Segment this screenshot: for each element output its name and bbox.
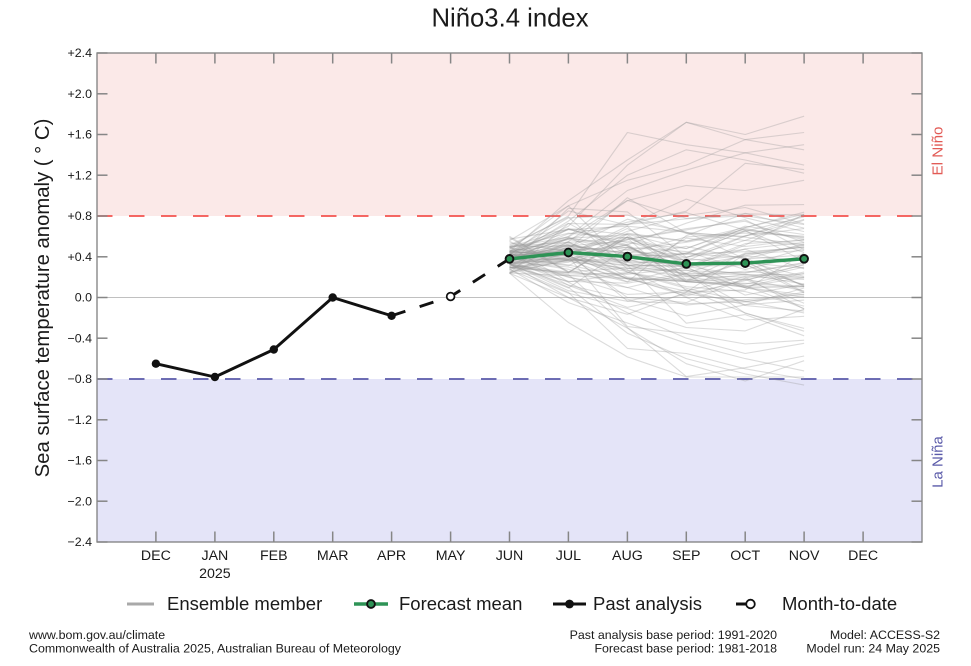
svg-text:−1.2: −1.2 (68, 413, 93, 427)
svg-text:SEP: SEP (672, 548, 700, 564)
svg-text:−0.8: −0.8 (68, 372, 93, 386)
svg-text:JUN: JUN (496, 548, 524, 564)
svg-text:MAR: MAR (317, 548, 349, 564)
svg-text:FEB: FEB (260, 548, 288, 564)
svg-text:−1.6: −1.6 (68, 454, 93, 468)
svg-text:www.bom.gov.au/climate: www.bom.gov.au/climate (28, 628, 165, 642)
svg-text:DEC: DEC (848, 548, 878, 564)
svg-text:JAN: JAN (201, 548, 228, 564)
svg-text:El Niño: El Niño (930, 127, 947, 176)
svg-text:Model: ACCESS-S2: Model: ACCESS-S2 (830, 628, 940, 642)
svg-text:APR: APR (377, 548, 406, 564)
svg-text:MAY: MAY (436, 548, 466, 564)
svg-text:JUL: JUL (556, 548, 581, 564)
svg-text:Niño3.4 index: Niño3.4 index (431, 5, 588, 33)
svg-text:Forecast base period: 1981-201: Forecast base period: 1981-2018 (594, 642, 777, 656)
svg-text:+2.0: +2.0 (68, 87, 93, 101)
svg-text:Commonwealth of Australia 2025: Commonwealth of Australia 2025, Australi… (29, 642, 402, 656)
svg-text:+2.4: +2.4 (68, 46, 93, 60)
svg-text:+0.4: +0.4 (68, 250, 93, 264)
svg-text:0.0: 0.0 (75, 291, 92, 305)
svg-text:NOV: NOV (789, 548, 820, 564)
svg-text:OCT: OCT (730, 548, 760, 564)
svg-text:Sea surface temperature anomal: Sea surface temperature anomaly ( ° C) (32, 119, 54, 478)
svg-text:+1.2: +1.2 (68, 168, 93, 182)
svg-text:−2.0: −2.0 (68, 494, 93, 508)
svg-text:−0.4: −0.4 (68, 331, 93, 345)
svg-text:2025: 2025 (199, 566, 231, 582)
svg-text:Ensemble member: Ensemble member (167, 593, 322, 614)
svg-text:Past analysis base period: 199: Past analysis base period: 1991-2020 (570, 628, 777, 642)
svg-text:La Niña: La Niña (930, 435, 947, 487)
svg-text:Month-to-date: Month-to-date (782, 593, 897, 614)
svg-text:Forecast mean: Forecast mean (399, 593, 522, 614)
svg-text:DEC: DEC (141, 548, 171, 564)
svg-text:+0.8: +0.8 (68, 209, 93, 223)
svg-text:Past analysis: Past analysis (593, 593, 702, 614)
svg-text:Model run: 24 May 2025: Model run: 24 May 2025 (806, 642, 940, 656)
svg-text:−2.4: −2.4 (68, 535, 93, 549)
svg-text:+1.6: +1.6 (68, 128, 93, 142)
svg-text:AUG: AUG (612, 548, 643, 564)
